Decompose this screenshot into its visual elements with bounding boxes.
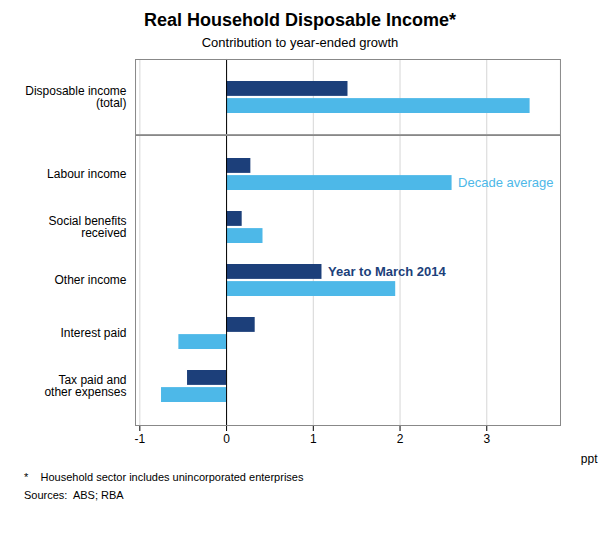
svg-text:ppt: ppt bbox=[581, 452, 598, 466]
svg-text:3: 3 bbox=[483, 432, 490, 446]
svg-text:0: 0 bbox=[223, 432, 230, 446]
html-text:Sources: ABS; RBA: Sources: ABS; RBA bbox=[24, 489, 124, 502]
html-text:Real Household Disposable Inco: Real Household Disposable Income* bbox=[144, 10, 456, 30]
svg-text:Labour income: Labour income bbox=[47, 168, 127, 182]
html-text:Contribution to year-ended gro: Contribution to year-ended growth bbox=[201, 35, 399, 50]
svg-text:Decade average: Decade average bbox=[458, 175, 553, 190]
svg-text:Year to March 2014: Year to March 2014 bbox=[328, 264, 447, 279]
svg-text:2: 2 bbox=[397, 432, 404, 446]
svg-text:Interest paid: Interest paid bbox=[60, 327, 126, 341]
svg-text:Social benefitsreceived: Social benefitsreceived bbox=[48, 215, 126, 241]
svg-text:Other income: Other income bbox=[54, 274, 126, 288]
svg-text:Disposable income(total): Disposable income(total) bbox=[25, 84, 127, 110]
svg-text:-1: -1 bbox=[135, 432, 146, 446]
svg-text:Tax paid andother expenses: Tax paid andother expenses bbox=[44, 374, 126, 400]
svg-text:1: 1 bbox=[310, 432, 317, 446]
html-text:* Household sector includes un: * Household sector includes unincorporat… bbox=[24, 471, 304, 484]
